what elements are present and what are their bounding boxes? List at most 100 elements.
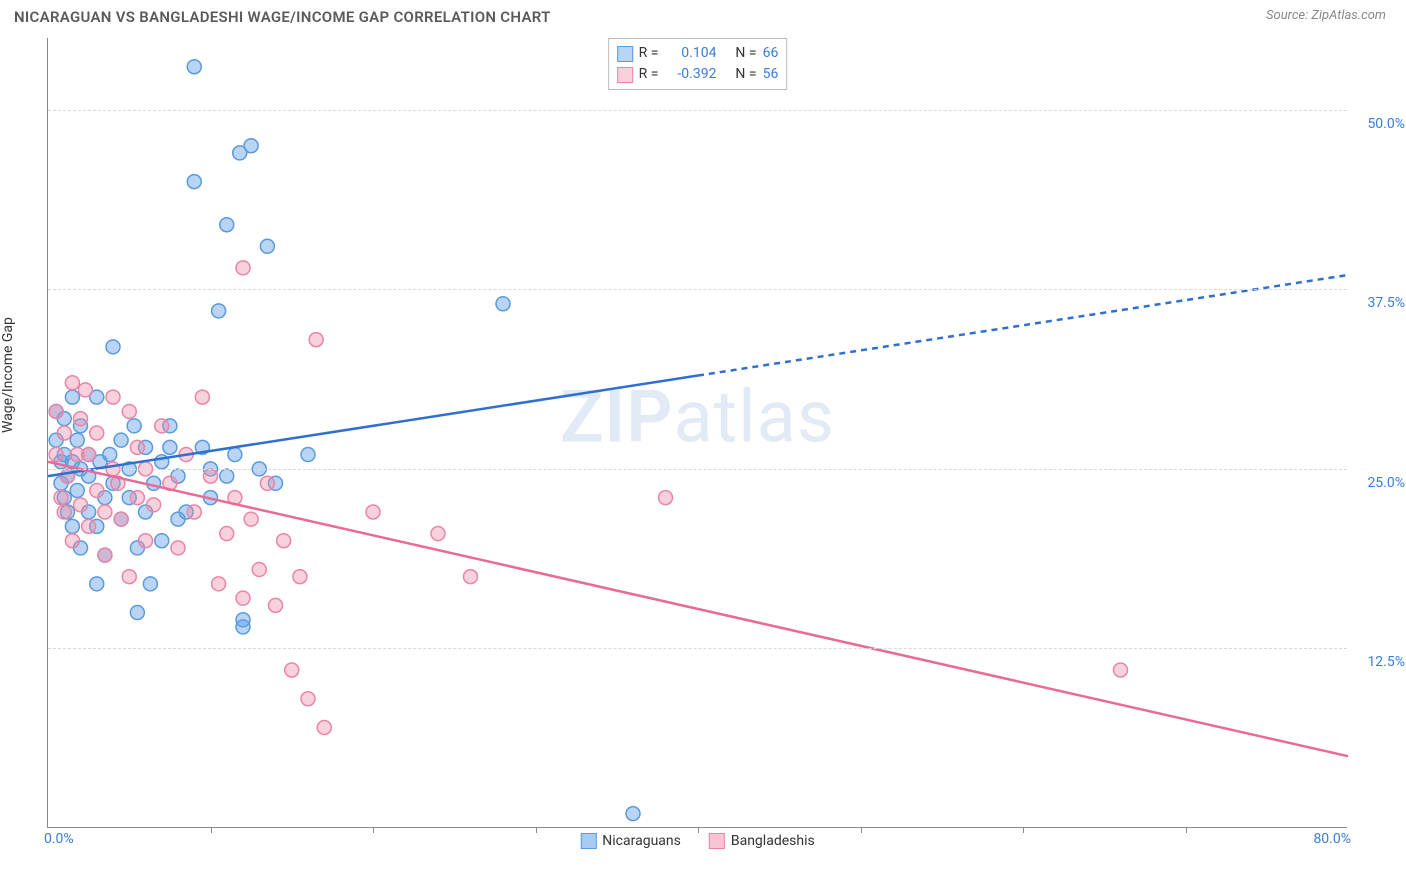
legend-swatch-1 bbox=[709, 833, 725, 849]
data-point bbox=[212, 577, 226, 591]
data-point bbox=[244, 512, 258, 526]
data-point bbox=[260, 239, 274, 253]
legend-swatch-0 bbox=[580, 833, 596, 849]
legend-item-0: Nicaraguans bbox=[580, 833, 681, 849]
data-point bbox=[147, 498, 161, 512]
data-point bbox=[90, 577, 104, 591]
data-point bbox=[143, 577, 157, 591]
data-point bbox=[98, 548, 112, 562]
legend-label-1: Bangladeshis bbox=[731, 833, 815, 849]
data-point bbox=[171, 541, 185, 555]
data-point bbox=[220, 527, 234, 541]
data-point bbox=[220, 218, 234, 232]
r-label-0: R = bbox=[639, 43, 659, 64]
data-point bbox=[130, 440, 144, 454]
data-point bbox=[114, 512, 128, 526]
data-point bbox=[220, 469, 234, 483]
data-point bbox=[228, 448, 242, 462]
x-tick bbox=[1186, 827, 1187, 833]
swatch-series-0 bbox=[617, 46, 633, 62]
r-label-1: R = bbox=[639, 64, 659, 85]
data-point bbox=[98, 505, 112, 519]
x-max-label: 80.0% bbox=[1313, 831, 1351, 847]
x-tick bbox=[211, 827, 212, 833]
y-tick-label: 25.0% bbox=[1355, 475, 1405, 491]
gridline bbox=[48, 648, 1347, 649]
y-tick-label: 12.5% bbox=[1355, 654, 1405, 670]
gridline bbox=[48, 289, 1347, 290]
data-point bbox=[309, 333, 323, 347]
y-axis-label: Wage/Income Gap bbox=[0, 317, 16, 433]
data-point bbox=[65, 534, 79, 548]
data-point bbox=[236, 261, 250, 275]
data-point bbox=[187, 175, 201, 189]
chart-title: NICARAGUAN VS BANGLADESHI WAGE/INCOME GA… bbox=[14, 8, 551, 26]
data-point bbox=[106, 340, 120, 354]
n-value-0: 66 bbox=[763, 43, 779, 64]
r-value-0: 0.104 bbox=[664, 43, 716, 64]
data-point bbox=[106, 390, 120, 404]
n-label-1: N = bbox=[735, 64, 756, 85]
data-point bbox=[269, 598, 283, 612]
data-point bbox=[496, 297, 510, 311]
scatter-svg bbox=[48, 38, 1347, 827]
x-tick bbox=[861, 827, 862, 833]
stats-legend: R = 0.104 N = 66 R = -0.392 N = 56 bbox=[608, 38, 788, 90]
data-point bbox=[82, 448, 96, 462]
data-point bbox=[65, 390, 79, 404]
data-point bbox=[139, 534, 153, 548]
data-point bbox=[204, 469, 218, 483]
data-point bbox=[57, 505, 71, 519]
legend-label-0: Nicaraguans bbox=[602, 833, 681, 849]
data-point bbox=[626, 807, 640, 821]
gridline bbox=[48, 110, 1347, 111]
data-point bbox=[122, 404, 136, 418]
data-point bbox=[65, 376, 79, 390]
data-point bbox=[74, 412, 88, 426]
data-point bbox=[54, 491, 68, 505]
data-point bbox=[659, 491, 673, 505]
data-point bbox=[49, 448, 63, 462]
data-point bbox=[74, 498, 88, 512]
data-point bbox=[127, 419, 141, 433]
data-point bbox=[236, 620, 250, 634]
data-point bbox=[187, 505, 201, 519]
data-point bbox=[70, 433, 84, 447]
x-tick bbox=[1023, 827, 1024, 833]
data-point bbox=[90, 426, 104, 440]
chart-container: Wage/Income Gap ZIPatlas R = 0.104 N = 6… bbox=[14, 38, 1392, 850]
swatch-series-1 bbox=[617, 67, 633, 83]
data-point bbox=[195, 390, 209, 404]
legend-item-1: Bangladeshis bbox=[709, 833, 815, 849]
trend-line bbox=[48, 462, 1348, 756]
data-point bbox=[212, 304, 226, 318]
data-point bbox=[260, 476, 274, 490]
stats-row-0: R = 0.104 N = 66 bbox=[617, 43, 779, 64]
data-point bbox=[301, 448, 315, 462]
data-point bbox=[236, 591, 250, 605]
data-point bbox=[163, 440, 177, 454]
source-credit: Source: ZipAtlas.com bbox=[1266, 8, 1386, 23]
data-point bbox=[57, 426, 71, 440]
data-point bbox=[70, 483, 84, 497]
x-min-label: 0.0% bbox=[44, 831, 74, 847]
y-tick-label: 37.5% bbox=[1355, 295, 1405, 311]
r-value-1: -0.392 bbox=[664, 64, 716, 85]
data-point bbox=[49, 404, 63, 418]
data-point bbox=[114, 433, 128, 447]
data-point bbox=[277, 534, 291, 548]
data-point bbox=[366, 505, 380, 519]
data-point bbox=[317, 720, 331, 734]
data-point bbox=[82, 519, 96, 533]
data-point bbox=[285, 663, 299, 677]
data-point bbox=[155, 419, 169, 433]
trend-line bbox=[48, 376, 698, 477]
data-point bbox=[464, 570, 478, 584]
data-point bbox=[103, 448, 117, 462]
gridline bbox=[48, 469, 1347, 470]
data-point bbox=[90, 483, 104, 497]
data-point bbox=[78, 383, 92, 397]
data-point bbox=[65, 519, 79, 533]
data-point bbox=[244, 139, 258, 153]
plot-area: ZIPatlas R = 0.104 N = 66 R = -0.392 N =… bbox=[47, 38, 1347, 828]
